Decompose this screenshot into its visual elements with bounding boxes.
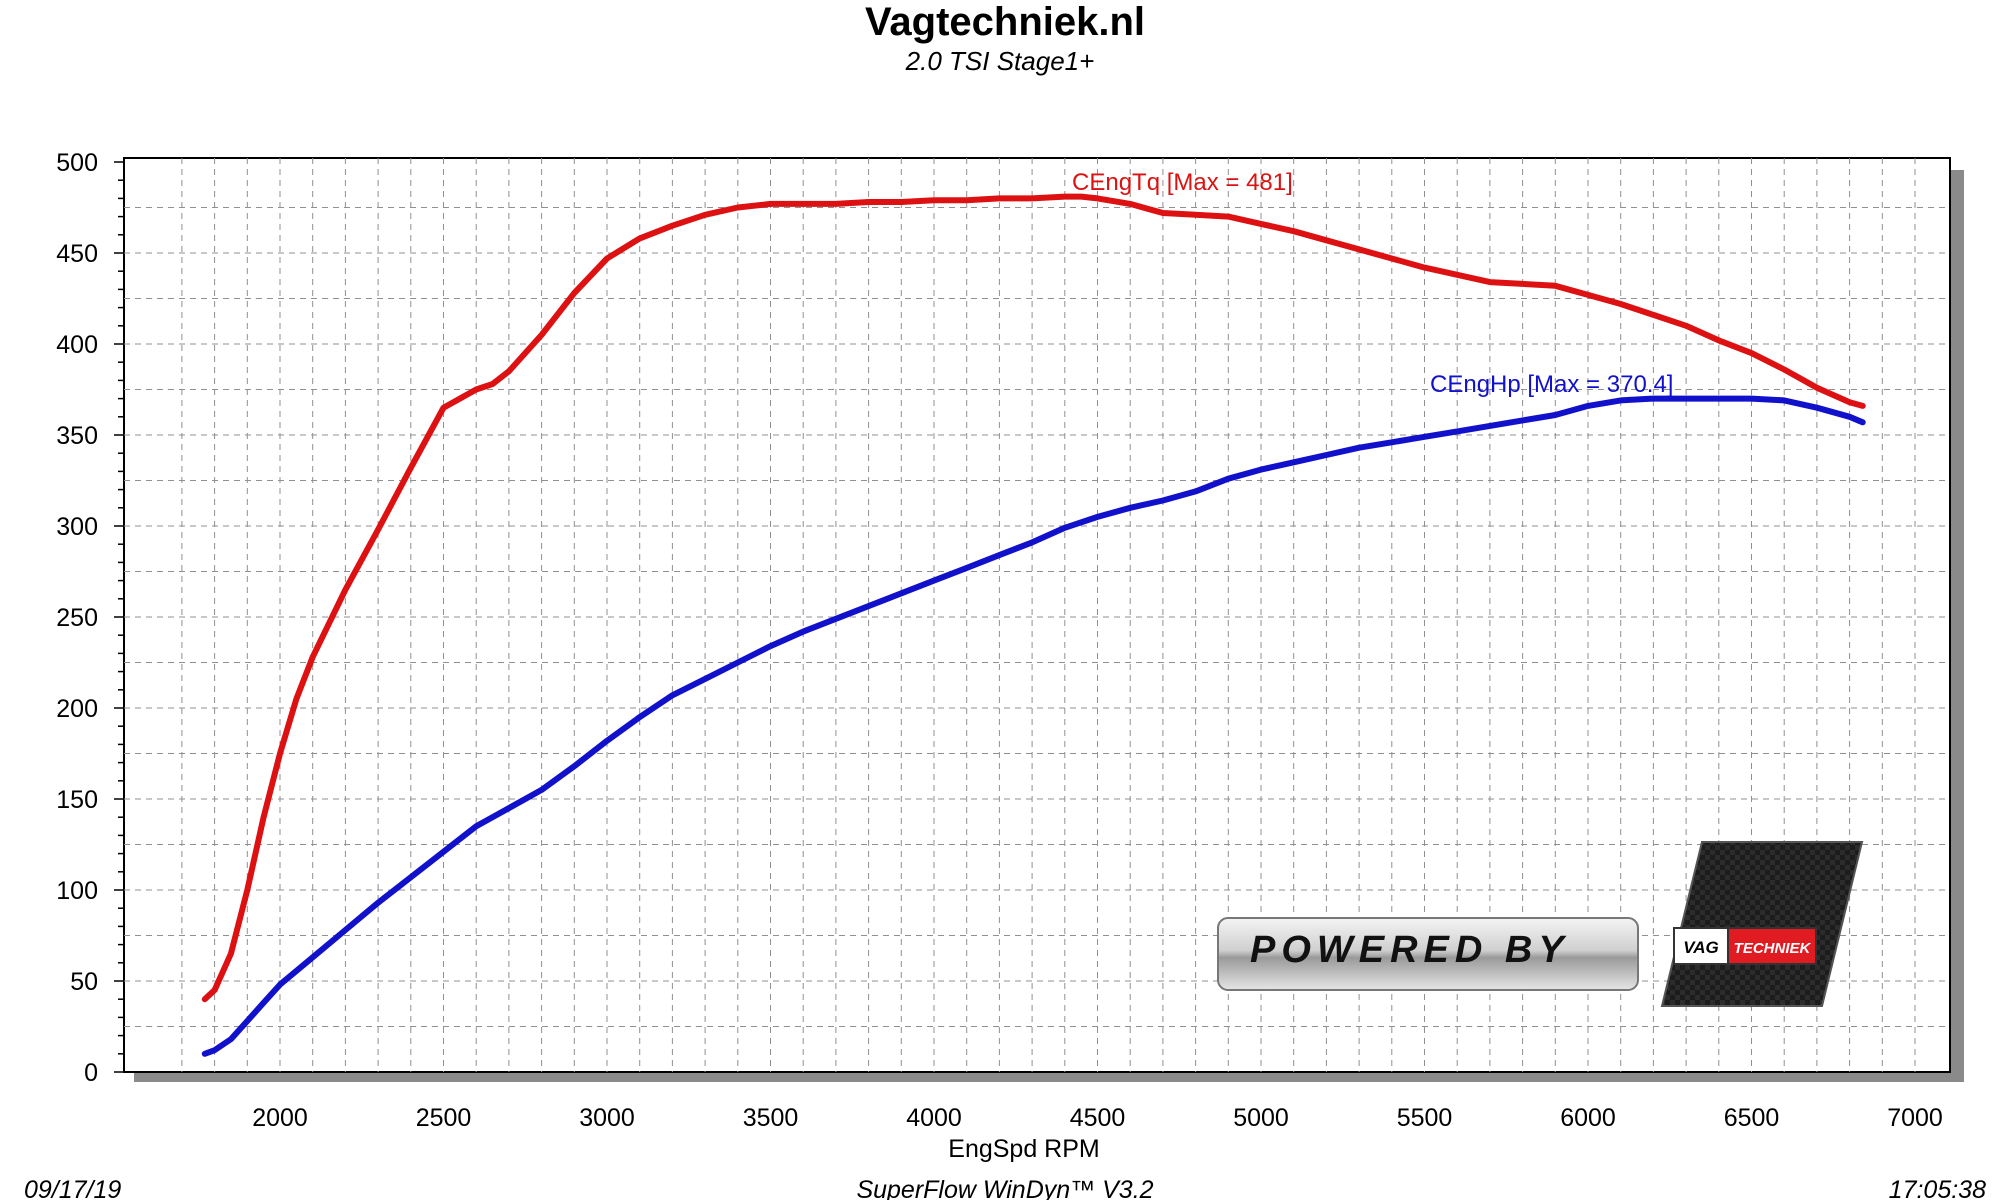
x-tick-label: 4500 xyxy=(1070,1104,1126,1132)
y-tick-label: 100 xyxy=(56,877,98,905)
series-label-cengtq: CEngTq [Max = 481] xyxy=(1072,169,1293,196)
series-labels: CEngTq [Max = 481] CEngHp [Max = 370.4] xyxy=(1072,169,1673,398)
footer-date: 09/17/19 xyxy=(24,1176,121,1200)
y-tick-label: 500 xyxy=(56,149,98,177)
axis-ticks xyxy=(114,161,124,1073)
x-tick-label: 3000 xyxy=(579,1104,635,1132)
y-tick-label: 400 xyxy=(56,331,98,359)
logo-metal-bar xyxy=(1217,917,1639,991)
powered-by-logo: POWERED BY VAG TECHNIEK xyxy=(1217,841,1864,1007)
logo-powered-by-text: POWERED BY xyxy=(1250,929,1570,971)
y-tick-label: 50 xyxy=(70,968,98,996)
x-tick-label: 6000 xyxy=(1560,1104,1616,1132)
footer-time: 17:05:38 xyxy=(1889,1176,1986,1200)
x-tick-label: 6500 xyxy=(1724,1104,1780,1132)
x-tick-label: 7000 xyxy=(1887,1104,1943,1132)
badge-vag-text: VAG xyxy=(1683,938,1719,957)
vag-techniek-badge: VAG TECHNIEK xyxy=(1673,927,1817,965)
badge-vag-box xyxy=(1673,927,1729,965)
series-line-cenghp xyxy=(201,395,1866,1057)
y-tick-label: 150 xyxy=(56,786,98,814)
badge-techniek-box xyxy=(1727,927,1817,965)
badge-techniek-text: TECHNIEK xyxy=(1734,940,1812,957)
y-tick-label: 300 xyxy=(56,513,98,541)
series-line-cengtq xyxy=(201,193,1866,1003)
chart-title: Vagtechniek.nl xyxy=(865,0,1145,44)
y-tick-label: 450 xyxy=(56,240,98,268)
y-tick-label: 0 xyxy=(84,1059,98,1087)
grid xyxy=(124,158,1950,1072)
x-tick-label: 2500 xyxy=(416,1104,472,1132)
y-tick-labels: 0 50 100 150 200 250 300 350 400 450 500 xyxy=(56,149,98,1087)
x-tick-label: 4000 xyxy=(906,1104,962,1132)
chart-subtitle: 2.0 TSI Stage1+ xyxy=(905,46,1095,76)
x-tick-label: 5000 xyxy=(1233,1104,1289,1132)
x-axis-title: EngSpd RPM xyxy=(948,1135,1099,1163)
x-tick-labels: 2000 2500 3000 3500 4000 4500 5000 5500 6000 6500… xyxy=(252,1104,1943,1132)
y-tick-label: 250 xyxy=(56,604,98,632)
series-lines xyxy=(201,193,1866,1057)
x-tick-label: 5500 xyxy=(1397,1104,1453,1132)
footer-software: SuperFlow WinDyn™ V3.2 xyxy=(856,1176,1153,1200)
series-label-cenghp: CEngHp [Max = 370.4] xyxy=(1430,371,1673,398)
x-tick-label: 3500 xyxy=(743,1104,799,1132)
x-tick-label: 2000 xyxy=(252,1104,308,1132)
y-tick-label: 350 xyxy=(56,422,98,450)
y-tick-label: 200 xyxy=(56,695,98,723)
